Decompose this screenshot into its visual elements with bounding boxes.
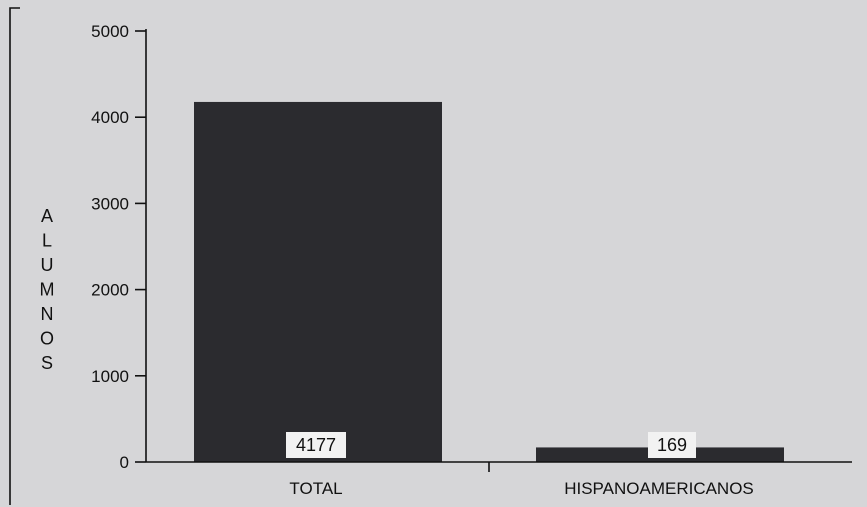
y-tick-label: 4000	[91, 108, 129, 127]
y-axis-label-letter: U	[41, 255, 54, 275]
x-axis: TOTAL HISPANOAMERICANOS	[146, 461, 852, 498]
y-axis-label-letter: A	[41, 206, 53, 226]
bar	[194, 101, 442, 462]
y-axis-label-letter: L	[42, 231, 52, 251]
bars: 4177 169	[194, 101, 784, 462]
y-tick-label: 0	[120, 453, 129, 472]
frame-bracket	[9, 7, 20, 505]
y-axis-label-letter: M	[40, 280, 55, 300]
data-label: 4177	[296, 435, 336, 455]
data-label: 169	[657, 435, 687, 455]
y-axis-label-letter: S	[41, 353, 53, 373]
y-tick-label: 2000	[91, 281, 129, 300]
y-axis: 0 1000 2000 3000 4000 5000	[91, 22, 147, 472]
x-category-label: TOTAL	[289, 479, 342, 498]
y-tick-label: 1000	[91, 367, 129, 386]
data-label-box	[286, 432, 346, 458]
y-tick-label: 3000	[91, 194, 129, 213]
y-tick-label: 5000	[91, 22, 129, 41]
chart-frame	[9, 7, 20, 505]
data-label-box	[648, 432, 696, 458]
y-axis-label-letter: O	[40, 329, 54, 349]
y-axis-label-letter: N	[41, 304, 54, 324]
x-category-label: HISPANOAMERICANOS	[564, 479, 754, 498]
